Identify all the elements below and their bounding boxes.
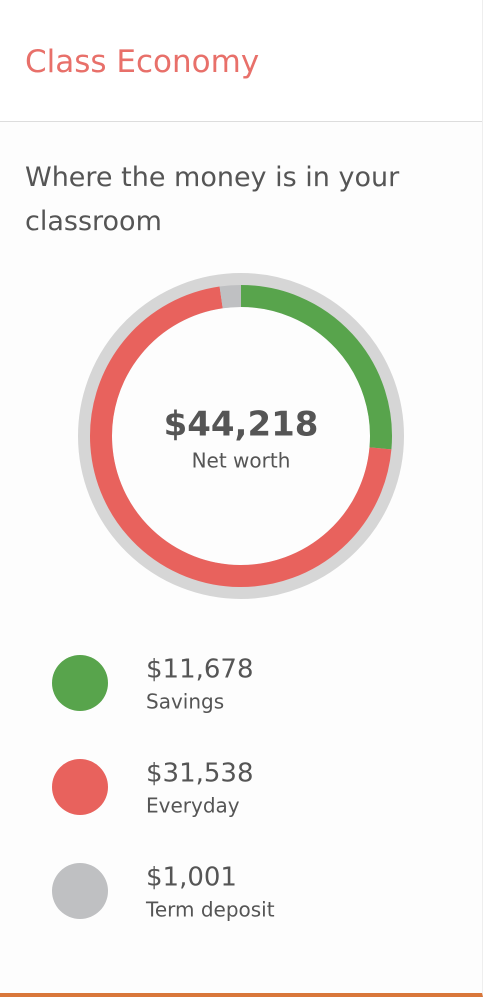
legend-label: Savings xyxy=(146,690,224,714)
legend-label: Term deposit xyxy=(145,898,275,922)
legend-swatch xyxy=(52,863,108,919)
legend-value: $11,678 xyxy=(146,655,254,685)
card-title: Class Economy xyxy=(25,44,260,80)
legend-swatch xyxy=(52,759,108,815)
donut-segment xyxy=(219,285,242,309)
legend-value: $1,001 xyxy=(146,863,237,893)
header xyxy=(0,0,482,122)
legend-value: $31,538 xyxy=(146,759,254,789)
donut-segment xyxy=(90,286,392,587)
chart: $44,218 Net worth $11,678 Savings $31,538 E… xyxy=(52,273,404,922)
legend-swatch xyxy=(52,655,108,711)
legend-label: Everyday xyxy=(146,794,240,818)
chart-title: Where the money is in your classroom xyxy=(25,162,400,237)
total-name: Net worth xyxy=(192,449,291,473)
total-value: $44,218 xyxy=(164,405,319,445)
donut-segment xyxy=(240,285,392,450)
